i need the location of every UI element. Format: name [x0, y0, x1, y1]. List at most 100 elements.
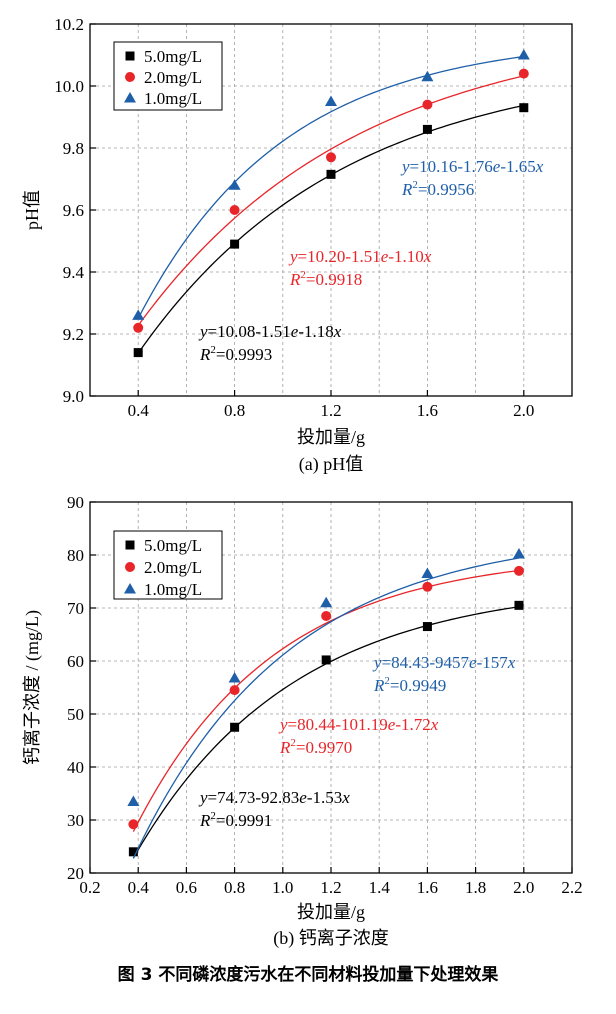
y-tick-label: 9.6	[63, 201, 84, 220]
equation-part: -157	[477, 653, 509, 672]
y-tick-label: 9.4	[63, 263, 85, 282]
equation-symbol: e	[291, 322, 299, 341]
r-value: =0.9918	[306, 270, 362, 289]
r-symbol: R	[199, 811, 211, 830]
equation-symbol: y	[198, 788, 208, 807]
r-value: =0.9956	[418, 180, 474, 199]
x-tick-label: 0.4	[128, 878, 150, 897]
x-tick-label: 1.4	[369, 878, 391, 897]
equation-part: =84.43-9457	[382, 653, 470, 672]
r-squared: R2=0.9956	[401, 179, 474, 199]
data-point-triangle	[421, 567, 434, 579]
equation-symbol: e	[388, 715, 396, 734]
equation-symbol: x	[535, 157, 544, 176]
y-tick-label: 10.2	[54, 15, 84, 34]
y-tick-label: 10.0	[54, 77, 84, 96]
fit-equation: y=80.44-101.19e-1.72x	[278, 715, 439, 734]
legend-label: 2.0mg/L	[144, 68, 202, 87]
r-symbol: R	[279, 738, 291, 757]
data-point-square	[326, 169, 336, 179]
r-squared: R2=0.9918	[289, 269, 362, 289]
x-tick-label: 1.6	[417, 878, 438, 897]
fit-equation: y=10.20-1.51e-1.10x	[288, 247, 432, 266]
equation-part: -1.10	[388, 247, 423, 266]
legend-label: 1.0mg/L	[144, 89, 202, 108]
data-point-circle	[133, 322, 144, 333]
data-point-triangle	[320, 596, 333, 608]
data-point-circle	[229, 205, 240, 215]
data-point-square	[514, 600, 524, 610]
r-superscript: 2	[412, 179, 418, 191]
data-point-triangle	[127, 795, 140, 806]
r-superscript: 2	[300, 269, 306, 281]
r-symbol: R	[401, 180, 413, 199]
y-tick-label: 40	[67, 758, 84, 777]
chart-subcaption: (a) pH值	[299, 454, 363, 475]
x-tick-label: 1.8	[465, 878, 486, 897]
legend: 5.0mg/L 2.0mg/L 1.0mg/L	[113, 41, 223, 111]
equation-part: -1.53	[307, 788, 342, 807]
r-superscript: 2	[210, 344, 216, 356]
equation-symbol: x	[507, 653, 516, 672]
y-tick-label: 80	[67, 546, 84, 565]
legend-marker-triangle	[124, 583, 136, 594]
x-tick-label: 0.8	[224, 878, 245, 897]
data-point-circle	[229, 685, 240, 696]
r-superscript: 2	[384, 675, 390, 687]
data-point-circle	[326, 152, 336, 163]
fit-curve-1.0mg/L	[137, 55, 524, 319]
y-tick-label: 9.2	[63, 325, 84, 344]
r-superscript: 2	[210, 810, 216, 822]
equation-symbol: e	[469, 653, 477, 672]
x-tick-label: 2.2	[561, 878, 582, 897]
fit-equation: y=84.43-9457e-157x	[372, 653, 516, 672]
equation-symbol: x	[423, 247, 432, 266]
y-tick-label: 9.8	[63, 139, 84, 158]
equation-part: =10.08-1.51	[208, 322, 291, 341]
equation-symbol: x	[430, 715, 439, 734]
legend-label: 1.0mg/L	[144, 580, 202, 599]
y-tick-label: 20	[67, 864, 84, 883]
data-point-square	[422, 124, 432, 134]
x-tick-label: 0.4	[128, 401, 150, 420]
equation-symbol: y	[288, 247, 298, 266]
y-tick-label: 30	[67, 811, 84, 830]
data-point-square	[230, 239, 240, 249]
r-symbol: R	[199, 345, 211, 364]
y-axis-label: 钙离子浓度 / (mg/L)	[22, 610, 43, 765]
legend-marker-square	[125, 540, 135, 550]
r-squared: R2=0.9970	[279, 737, 352, 757]
data-point-triangle	[132, 309, 145, 320]
data-point-circle	[518, 68, 529, 79]
r-value: =0.9993	[216, 345, 272, 364]
data-point-square	[128, 847, 138, 857]
equation-symbol: x	[341, 788, 350, 807]
y-tick-label: 50	[67, 705, 84, 724]
legend-label: 5.0mg/L	[144, 536, 202, 555]
data-point-square	[230, 722, 240, 732]
r-symbol: R	[289, 270, 301, 289]
data-point-triangle	[325, 95, 337, 106]
data-point-circle	[422, 581, 433, 592]
x-tick-label: 0.6	[176, 878, 197, 897]
equation-symbol: e	[493, 157, 501, 176]
r-value: =0.9949	[390, 676, 446, 695]
y-axis-label: pH值	[22, 190, 42, 230]
data-point-triangle	[228, 671, 241, 683]
chart-subcaption: (b) 钙离子浓度	[273, 928, 389, 949]
legend-label: 5.0mg/L	[144, 47, 202, 66]
data-point-triangle	[228, 179, 241, 190]
fit-equation: y=10.16-1.76e-1.65x	[400, 157, 544, 176]
data-point-square	[133, 348, 143, 358]
equation-part: -1.65	[500, 157, 535, 176]
x-tick-label: 0.2	[79, 878, 100, 897]
fit-curve-1.0mg/L	[132, 557, 520, 859]
legend-marker-square	[125, 51, 135, 61]
x-axis-label: 投加量/g	[297, 427, 365, 447]
data-point-triangle	[517, 49, 530, 60]
equation-symbol: y	[400, 157, 410, 176]
x-tick-label: 1.2	[320, 878, 341, 897]
data-point-triangle	[512, 547, 525, 559]
equation-symbol: e	[381, 247, 389, 266]
